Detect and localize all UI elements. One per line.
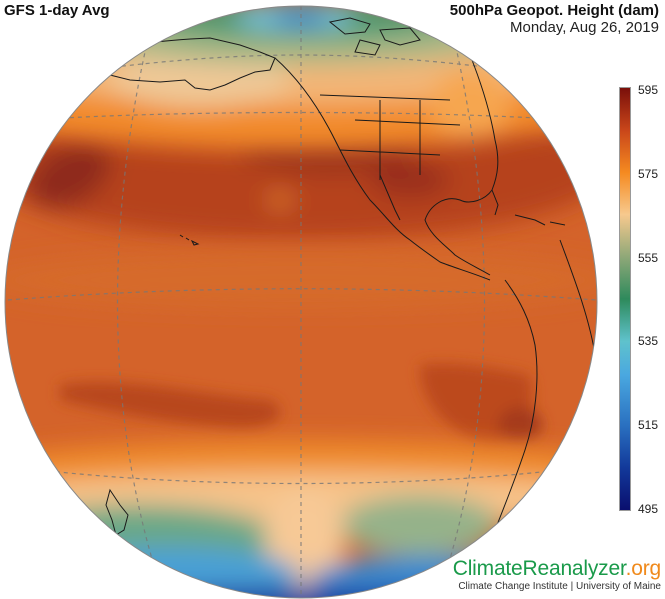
- colorbar-tick-555: 555: [638, 251, 659, 265]
- colorbar-tick-515: 515: [638, 418, 659, 432]
- globe-map: [4, 5, 598, 599]
- colorbar: [619, 87, 631, 511]
- date-label: Monday, Aug 26, 2019: [509, 19, 659, 36]
- logo-main-text: ClimateReanalyzer: [452, 557, 626, 580]
- colorbar-tick-595: 595: [638, 83, 659, 97]
- title-block: 500hPa Geopot. Height (dam) Monday, Aug …: [450, 2, 659, 37]
- colorbar-tick-495: 495: [638, 502, 659, 516]
- colorbar-tick-535: 535: [638, 334, 659, 348]
- variable-title: 500hPa Geopot. Height (dam): [449, 2, 659, 19]
- product-title: GFS 1-day Avg: [4, 2, 110, 19]
- institution-subtitle: Climate Change Institute | University of…: [458, 581, 661, 592]
- climate-reanalyzer-logo: ClimateReanalyzer.org: [453, 558, 661, 580]
- colorbar-tick-575: 575: [638, 167, 659, 181]
- logo-suffix-text: .org: [625, 557, 662, 580]
- branding: ClimateReanalyzer.org Climate Change Ins…: [453, 558, 661, 593]
